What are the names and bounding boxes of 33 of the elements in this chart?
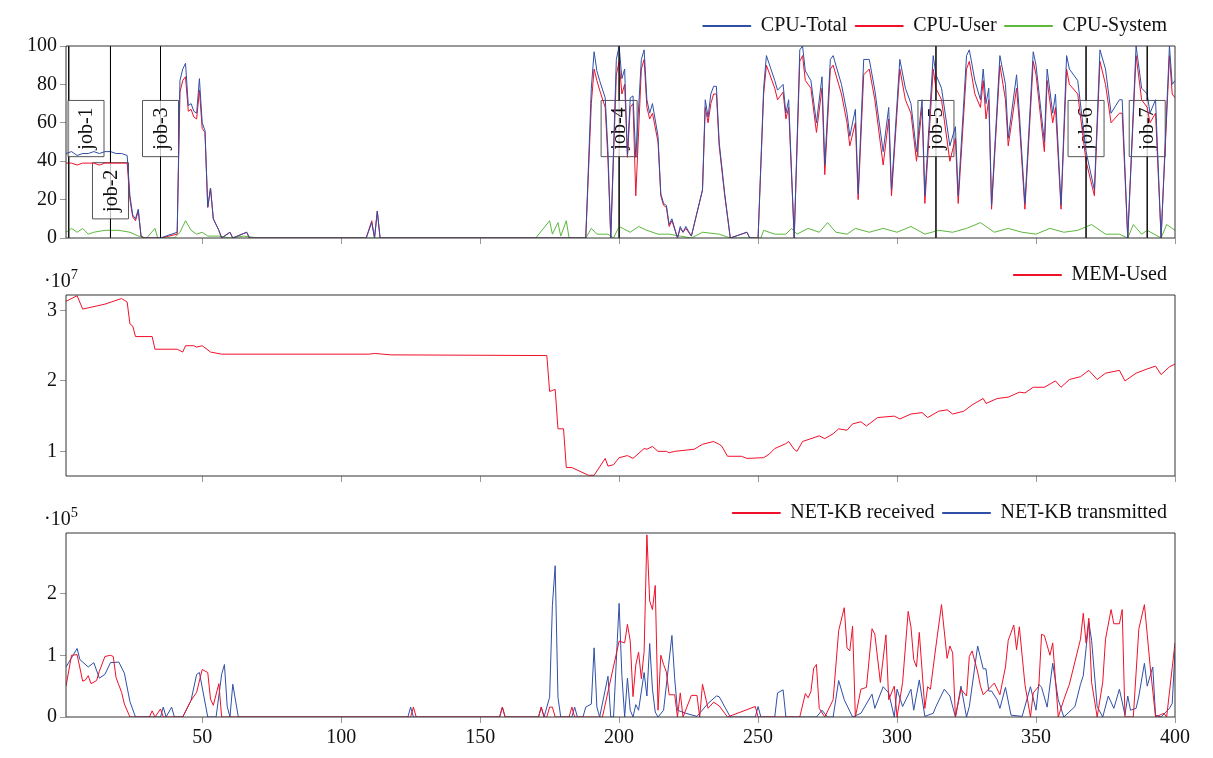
legend-label: NET-KB received (790, 500, 935, 523)
y-tick-label: 40 (37, 148, 57, 171)
ref-line-label: job-4 (607, 107, 631, 151)
x-tick-label: 200 (604, 725, 635, 748)
ref-line-label: job-1 (74, 107, 98, 151)
y-tick-label: 0 (47, 704, 57, 727)
x-tick-label: 400 (1160, 725, 1190, 748)
ref-line-label: job-2 (98, 169, 122, 213)
legend-label: MEM-Used (1071, 262, 1167, 285)
legend-label: CPU-User (913, 13, 997, 36)
ref-line-label: job-6 (1074, 107, 1098, 151)
x-tick-label: 50 (192, 725, 213, 748)
legend-label: CPU-Total (760, 13, 848, 36)
y-tick-label: 3 (47, 297, 57, 320)
y-tick-label: 60 (37, 110, 57, 133)
y-tick-label: 80 (37, 71, 57, 94)
y-tick-label: 0 (47, 225, 57, 248)
legend-label: NET-KB transmitted (1000, 500, 1167, 523)
x-tick-label: 250 (743, 725, 774, 748)
ref-line-label: job-5 (924, 107, 948, 151)
y-tick-label: 100 (27, 33, 57, 56)
y-tick-label: 1 (47, 642, 57, 665)
legend-label: CPU-System (1062, 13, 1168, 37)
ref-line-label: job-3 (148, 107, 172, 151)
x-tick-label: 300 (882, 725, 913, 748)
y-tick-label: 2 (47, 580, 57, 603)
y-tick-label: 20 (37, 186, 57, 209)
y-tick-label: 2 (47, 368, 57, 391)
x-tick-label: 150 (465, 725, 496, 748)
x-tick-label: 350 (1021, 725, 1052, 748)
ref-line-label: job-7 (1135, 107, 1159, 151)
x-tick-label: 100 (326, 725, 357, 748)
y-tick-label: 1 (47, 438, 57, 461)
